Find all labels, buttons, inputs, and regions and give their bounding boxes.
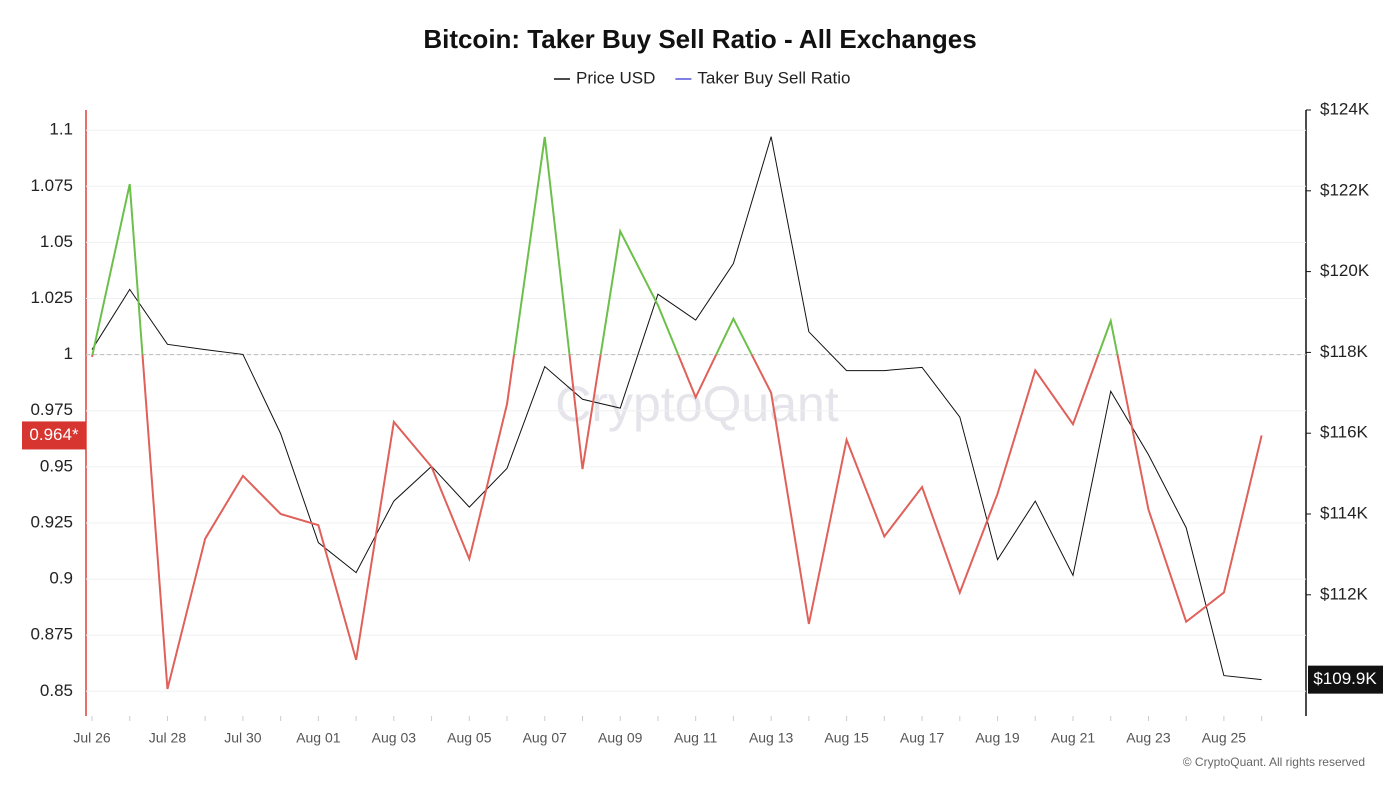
y-tick-label: 1.025 (30, 288, 73, 307)
x-tick-label: Aug 15 (824, 730, 869, 746)
y-tick-label: 1 (64, 344, 73, 363)
x-tick-label: Jul 30 (224, 730, 262, 746)
x-tick-label: Aug 17 (900, 730, 945, 746)
y2-tick-label: $122K (1320, 180, 1370, 199)
y2-tick-label: $124K (1320, 99, 1370, 118)
legend-label: Taker Buy Sell Ratio (697, 68, 850, 87)
y-tick-label: 0.9 (49, 569, 73, 588)
y-tick-label: 1.05 (40, 232, 73, 251)
x-tick-label: Aug 05 (447, 730, 492, 746)
price-line (91, 136, 1262, 681)
x-tick-label: Jul 26 (73, 730, 111, 746)
x-tick-label: Aug 07 (523, 730, 568, 746)
x-tick-label: Aug 25 (1202, 730, 1247, 746)
y-tick-label: 0.925 (30, 512, 73, 531)
y-tick-label: 1.1 (49, 120, 73, 139)
ratio-line-below (91, 354, 1263, 690)
legend-label: Price USD (576, 68, 655, 87)
chart-title: Bitcoin: Taker Buy Sell Ratio - All Exch… (423, 24, 976, 54)
y-tick-label: 0.95 (40, 456, 73, 475)
x-tick-label: Aug 01 (296, 730, 341, 746)
current-value-label: $109.9K (1313, 669, 1377, 688)
x-tick-label: Aug 11 (674, 730, 718, 746)
x-tick-label: Aug 21 (1051, 730, 1096, 746)
x-tick-label: Aug 13 (749, 730, 794, 746)
y2-tick-label: $118K (1320, 342, 1369, 361)
y2-tick-label: $116K (1320, 423, 1369, 442)
x-tick-label: Aug 23 (1126, 730, 1171, 746)
current-value-badge (22, 421, 86, 450)
watermark: CryptoQuant (555, 376, 839, 432)
y-tick-label: 0.85 (40, 681, 73, 700)
x-tick-label: Aug 09 (598, 730, 643, 746)
y2-tick-label: $114K (1320, 503, 1369, 522)
y-tick-label: 1.075 (30, 176, 73, 195)
x-tick-label: Aug 03 (372, 730, 417, 746)
y2-tick-label: $112K (1320, 584, 1369, 603)
y-tick-label: 0.875 (30, 625, 73, 644)
y2-tick-label: $120K (1320, 261, 1370, 280)
current-value-badge (1308, 665, 1383, 694)
y-tick-label: 0.975 (30, 400, 73, 419)
ratio-line-above (91, 136, 1119, 355)
copyright: © CryptoQuant. All rights reserved (1183, 755, 1365, 769)
x-tick-label: Aug 19 (975, 730, 1020, 746)
x-tick-label: Jul 28 (149, 730, 187, 746)
current-value-label: 0.964* (29, 425, 79, 444)
